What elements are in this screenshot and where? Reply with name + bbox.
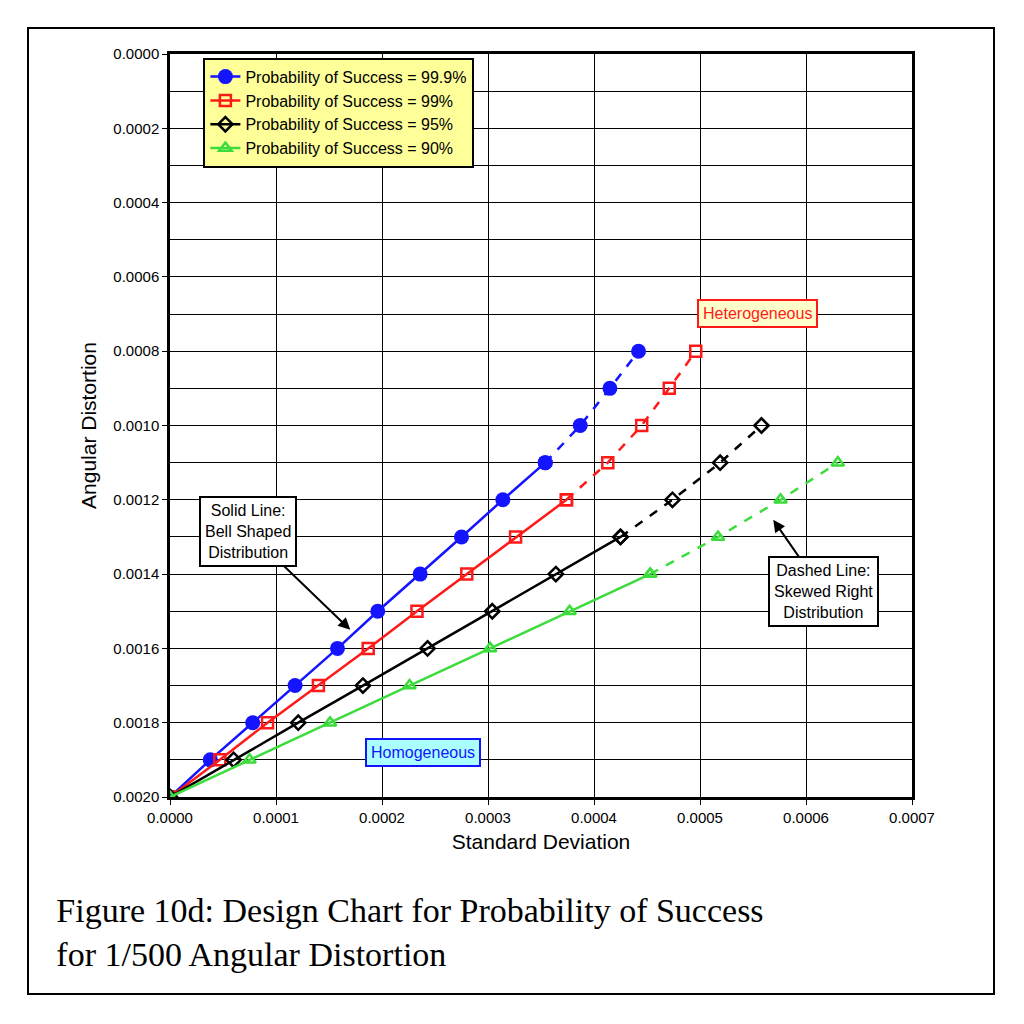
- svg-text:0.0020: 0.0020: [113, 788, 159, 805]
- svg-text:Probability of Success = 90%: Probability of Success = 90%: [245, 140, 453, 157]
- svg-text:Probability of Success = 99.9%: Probability of Success = 99.9%: [245, 69, 466, 86]
- svg-text:Angular Distortion: Angular Distortion: [77, 342, 100, 509]
- svg-text:Dashed Line:Skewed RightDistri: Dashed Line:Skewed RightDistribution: [774, 562, 873, 621]
- svg-text:Solid Line:Bell ShapedDistribu: Solid Line:Bell ShapedDistribution: [205, 502, 291, 561]
- svg-text:0.0006: 0.0006: [113, 268, 159, 285]
- svg-text:0.0006: 0.0006: [783, 809, 829, 826]
- svg-text:0.0007: 0.0007: [889, 809, 935, 826]
- svg-text:0.0008: 0.0008: [113, 342, 159, 359]
- svg-text:0.0003: 0.0003: [465, 809, 511, 826]
- svg-text:Figure 10d: Design Chart for P: Figure 10d: Design Chart for Probability…: [56, 892, 763, 973]
- svg-text:0.0000: 0.0000: [147, 809, 193, 826]
- svg-text:Homogeneous: Homogeneous: [371, 744, 475, 761]
- svg-text:0.0000: 0.0000: [113, 45, 159, 62]
- svg-text:Heterogeneous: Heterogeneous: [703, 305, 812, 322]
- svg-text:0.0014: 0.0014: [113, 565, 159, 582]
- svg-text:0.0010: 0.0010: [113, 417, 159, 434]
- svg-text:Probability of Success = 99%: Probability of Success = 99%: [245, 93, 453, 110]
- svg-text:0.0012: 0.0012: [113, 491, 159, 508]
- svg-text:0.0004: 0.0004: [113, 194, 159, 211]
- svg-text:Standard Deviation: Standard Deviation: [452, 830, 631, 853]
- svg-text:0.0005: 0.0005: [677, 809, 723, 826]
- svg-text:0.0016: 0.0016: [113, 640, 159, 657]
- svg-text:0.0004: 0.0004: [571, 809, 617, 826]
- svg-text:0.0001: 0.0001: [253, 809, 299, 826]
- svg-text:0.0002: 0.0002: [113, 120, 159, 137]
- svg-text:0.0002: 0.0002: [359, 809, 405, 826]
- svg-text:0.0018: 0.0018: [113, 714, 159, 731]
- svg-text:Probability of Success = 95%: Probability of Success = 95%: [245, 116, 453, 133]
